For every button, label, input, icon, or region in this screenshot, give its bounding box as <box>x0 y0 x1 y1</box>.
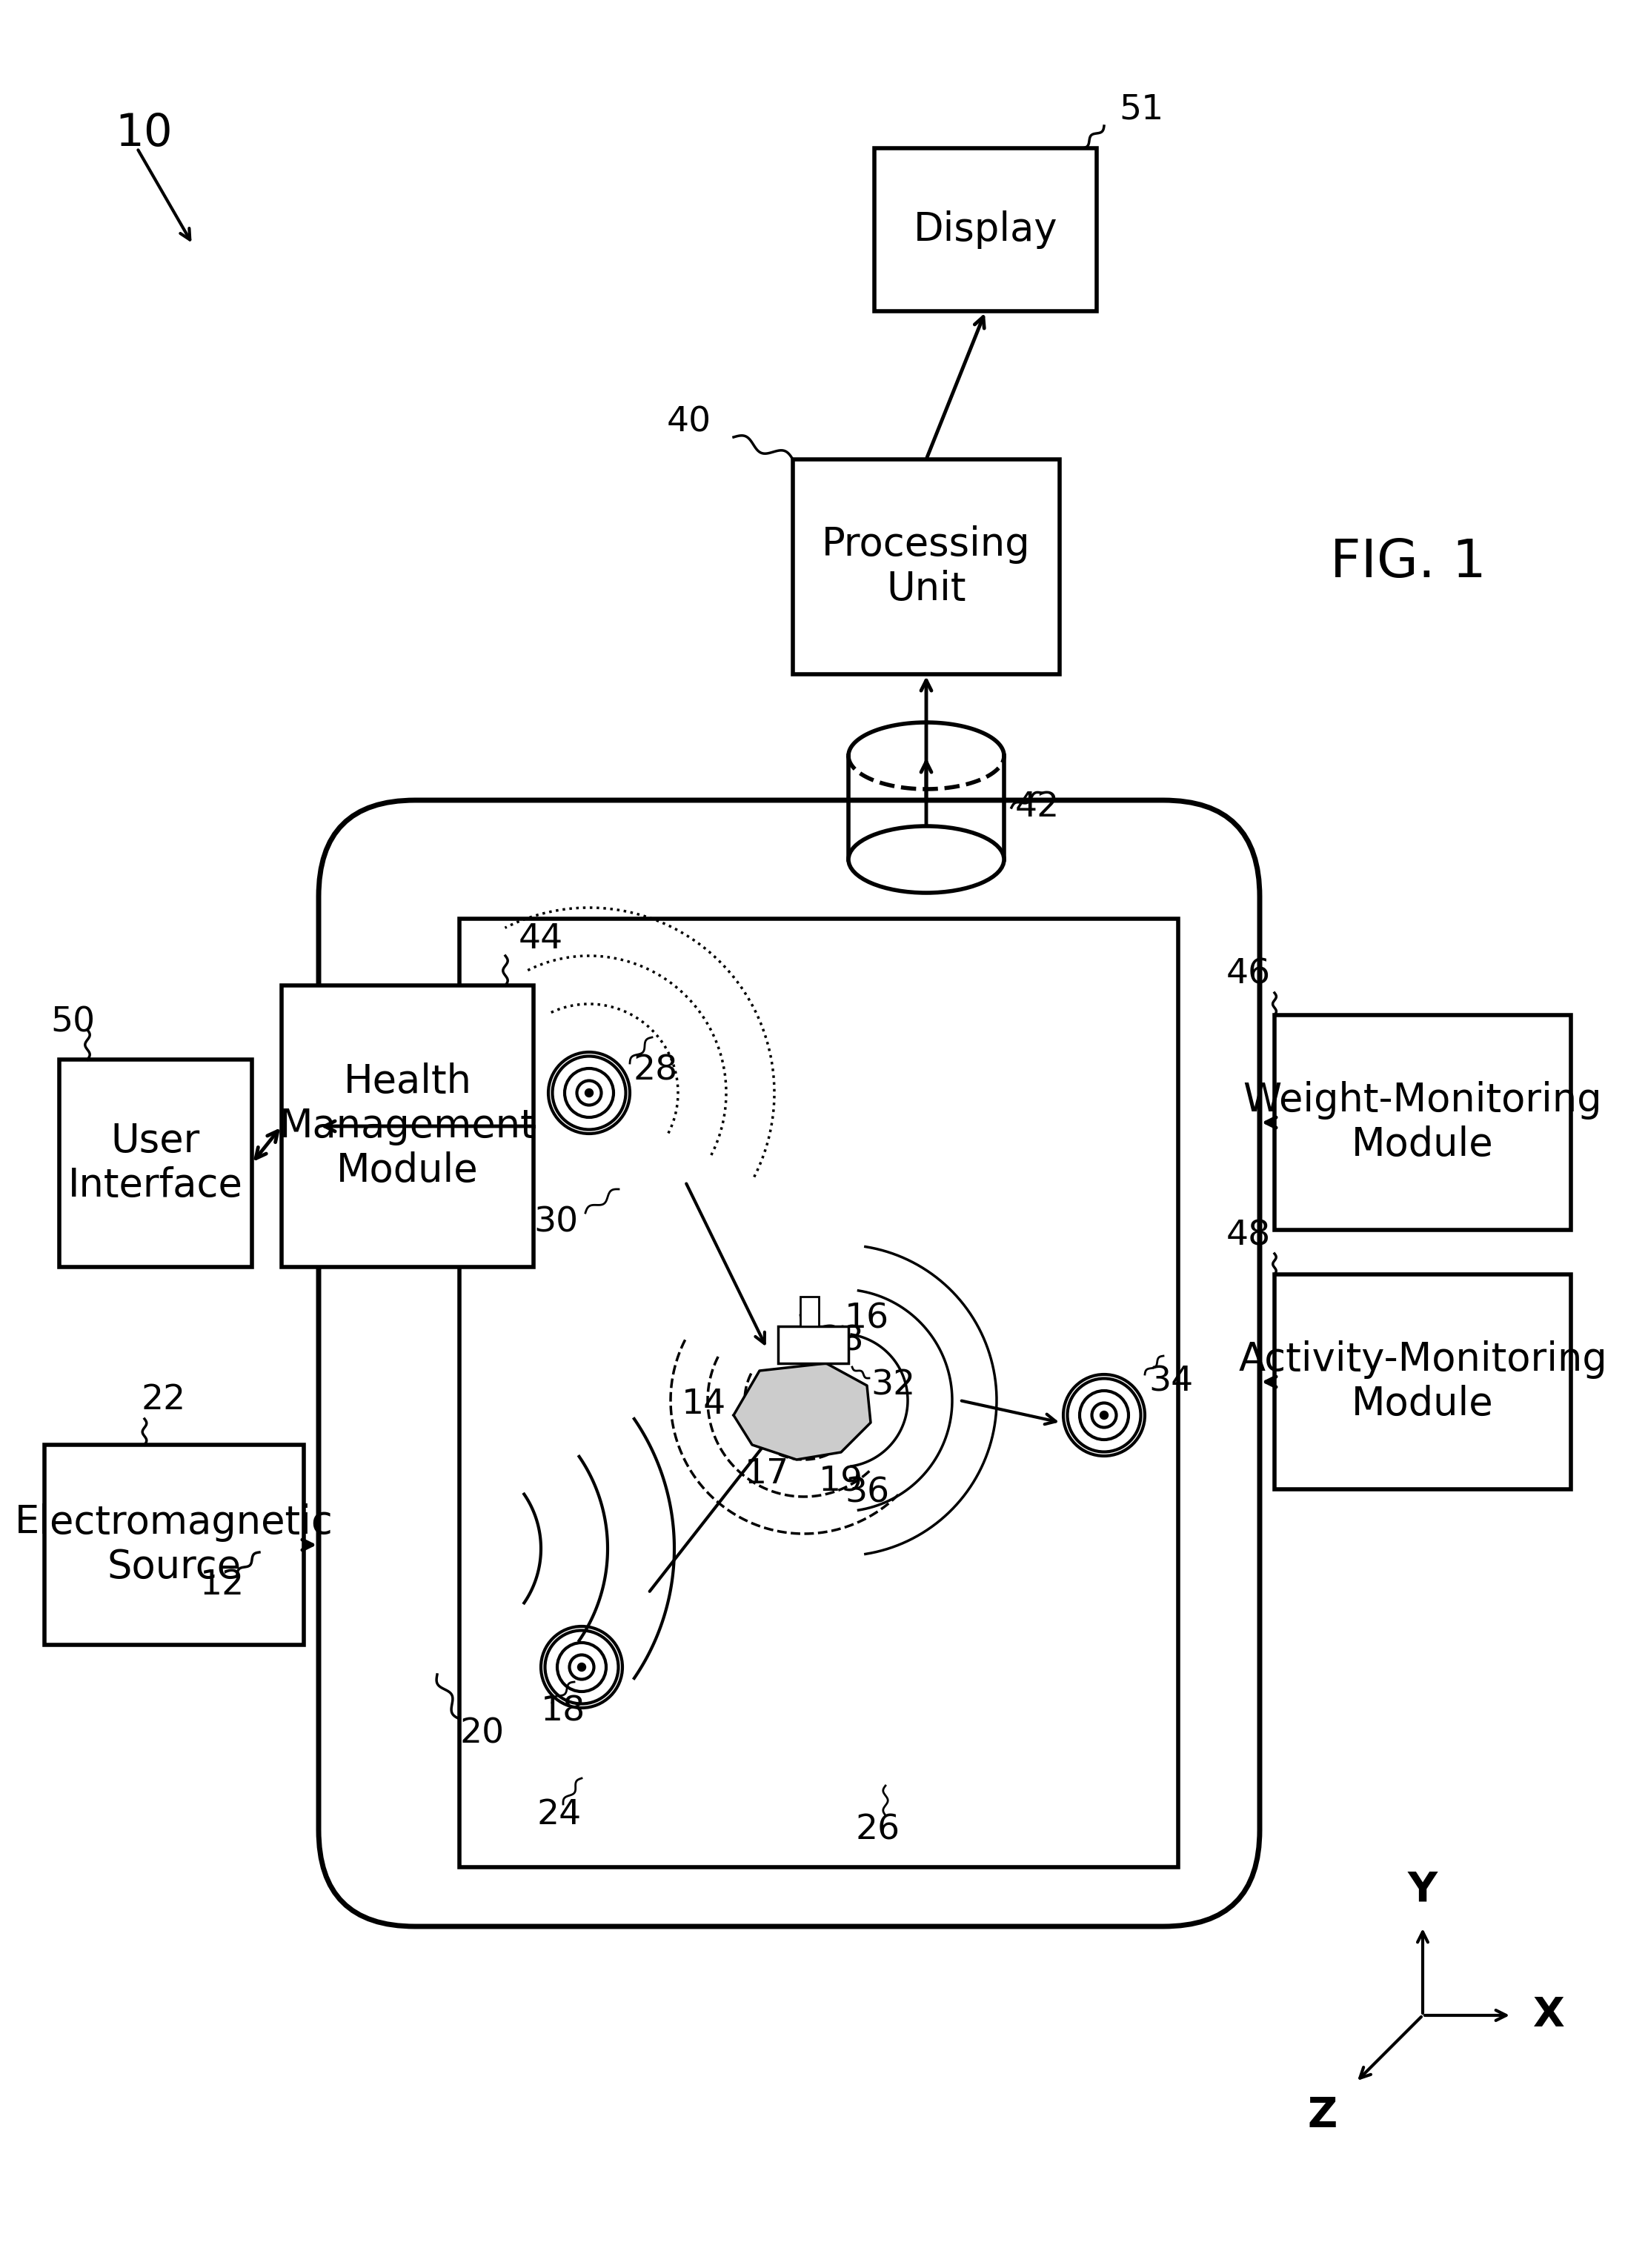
Text: User
Interface: User Interface <box>67 1123 243 1204</box>
Text: 44: 44 <box>518 923 563 957</box>
Text: Display: Display <box>913 211 1058 249</box>
Text: 36: 36 <box>846 1476 890 1510</box>
FancyBboxPatch shape <box>459 919 1178 1867</box>
Text: 51: 51 <box>1119 93 1163 127</box>
Text: 32: 32 <box>870 1370 915 1402</box>
FancyBboxPatch shape <box>875 147 1097 311</box>
Text: X: X <box>1533 1996 1564 2034</box>
FancyBboxPatch shape <box>1275 1016 1571 1229</box>
Text: 50: 50 <box>51 1005 95 1039</box>
FancyBboxPatch shape <box>44 1445 304 1644</box>
Text: 14: 14 <box>681 1388 725 1420</box>
Text: 22: 22 <box>141 1383 186 1418</box>
Text: 10: 10 <box>115 111 173 154</box>
FancyBboxPatch shape <box>319 801 1260 1926</box>
Text: 28: 28 <box>633 1055 678 1086</box>
Text: 17: 17 <box>745 1458 790 1490</box>
Text: 42: 42 <box>1015 792 1059 823</box>
FancyBboxPatch shape <box>799 1297 819 1327</box>
Text: Electromagnetic
Source: Electromagnetic Source <box>15 1504 334 1585</box>
Text: 48: 48 <box>1226 1220 1272 1252</box>
Text: Health
Management
Module: Health Management Module <box>280 1061 536 1191</box>
FancyBboxPatch shape <box>778 1327 849 1363</box>
Polygon shape <box>734 1363 870 1461</box>
Text: FIG. 1: FIG. 1 <box>1329 538 1485 590</box>
FancyBboxPatch shape <box>793 460 1059 674</box>
FancyBboxPatch shape <box>1275 1275 1571 1490</box>
Text: 24: 24 <box>538 1799 582 1833</box>
Text: 20: 20 <box>459 1717 503 1751</box>
Ellipse shape <box>849 826 1003 894</box>
Circle shape <box>577 1662 586 1672</box>
Text: 30: 30 <box>533 1207 577 1238</box>
Text: Activity-Monitoring
Module: Activity-Monitoring Module <box>1239 1340 1607 1424</box>
Text: Y: Y <box>1408 1869 1438 1910</box>
Circle shape <box>586 1089 594 1098</box>
Text: 40: 40 <box>666 406 711 440</box>
Text: 34: 34 <box>1148 1365 1193 1399</box>
Circle shape <box>1101 1411 1109 1420</box>
Text: Z: Z <box>1308 2096 1337 2136</box>
Text: 19: 19 <box>819 1465 864 1499</box>
FancyBboxPatch shape <box>59 1059 252 1268</box>
Text: 46: 46 <box>1226 957 1272 991</box>
Text: 12: 12 <box>201 1569 245 1601</box>
Text: 16: 16 <box>846 1302 890 1336</box>
Text: Weight-Monitoring
Module: Weight-Monitoring Module <box>1244 1082 1602 1163</box>
Text: 18: 18 <box>541 1694 586 1728</box>
Text: 26: 26 <box>855 1814 900 1846</box>
FancyBboxPatch shape <box>281 984 533 1268</box>
Text: 38: 38 <box>819 1325 864 1359</box>
Text: Processing
Unit: Processing Unit <box>822 526 1030 608</box>
